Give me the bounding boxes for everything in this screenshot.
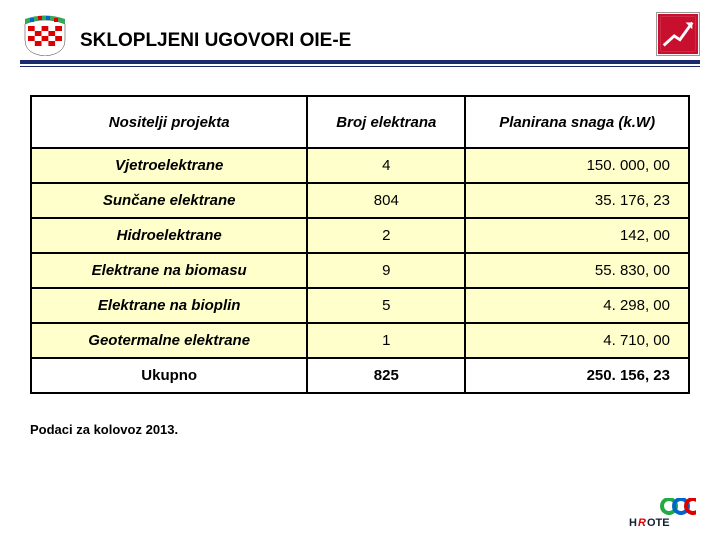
- header: SKLOPLJENI UGOVORI OIE-E: [0, 0, 720, 56]
- croatia-crest-icon: [20, 14, 70, 56]
- cell-power: 35. 176, 23: [465, 183, 689, 218]
- col-header-power: Planirana snaga (k.W): [465, 96, 689, 148]
- table-header-row: Nositelji projekta Broj elektrana Planir…: [31, 96, 689, 148]
- cell-power: 55. 830, 00: [465, 253, 689, 288]
- footnote: Podaci za kolovoz 2013.: [0, 404, 720, 437]
- cell-count: 9: [307, 253, 465, 288]
- arrow-chart-icon: [656, 12, 700, 56]
- total-count: 825: [307, 358, 465, 393]
- cell-count: 5: [307, 288, 465, 323]
- total-power: 250. 156, 23: [465, 358, 689, 393]
- table-row: Geotermalne elektrane 1 4. 710, 00: [31, 323, 689, 358]
- cell-name: Elektrane na bioplin: [31, 288, 307, 323]
- cell-power: 4. 298, 00: [465, 288, 689, 323]
- table-row: Elektrane na bioplin 5 4. 298, 00: [31, 288, 689, 323]
- table-row: Elektrane na biomasu 9 55. 830, 00: [31, 253, 689, 288]
- title-rule: [0, 60, 720, 67]
- cell-name: Vjetroelektrane: [31, 148, 307, 183]
- table-container: Nositelji projekta Broj elektrana Planir…: [0, 67, 720, 404]
- svg-text:OTE: OTE: [647, 517, 670, 529]
- cell-count: 4: [307, 148, 465, 183]
- cell-name: Hidroelektrane: [31, 218, 307, 253]
- cell-name: Geotermalne elektrane: [31, 323, 307, 358]
- cell-name: Sunčane elektrane: [31, 183, 307, 218]
- cell-count: 804: [307, 183, 465, 218]
- contracts-table: Nositelji projekta Broj elektrana Planir…: [30, 95, 690, 394]
- table-row: Sunčane elektrane 804 35. 176, 23: [31, 183, 689, 218]
- page-title: SKLOPLJENI UGOVORI OIE-E: [80, 30, 656, 56]
- svg-text:H: H: [629, 517, 637, 529]
- hrote-logo-icon: H R OTE: [624, 498, 696, 530]
- cell-power: 142, 00: [465, 218, 689, 253]
- col-header-name: Nositelji projekta: [31, 96, 307, 148]
- col-header-count: Broj elektrana: [307, 96, 465, 148]
- table-row: Vjetroelektrane 4 150. 000, 00: [31, 148, 689, 183]
- total-name: Ukupno: [31, 358, 307, 393]
- cell-count: 1: [307, 323, 465, 358]
- cell-count: 2: [307, 218, 465, 253]
- cell-name: Elektrane na biomasu: [31, 253, 307, 288]
- table-total-row: Ukupno 825 250. 156, 23: [31, 358, 689, 393]
- svg-text:R: R: [638, 517, 646, 529]
- cell-power: 150. 000, 00: [465, 148, 689, 183]
- cell-power: 4. 710, 00: [465, 323, 689, 358]
- table-row: Hidroelektrane 2 142, 00: [31, 218, 689, 253]
